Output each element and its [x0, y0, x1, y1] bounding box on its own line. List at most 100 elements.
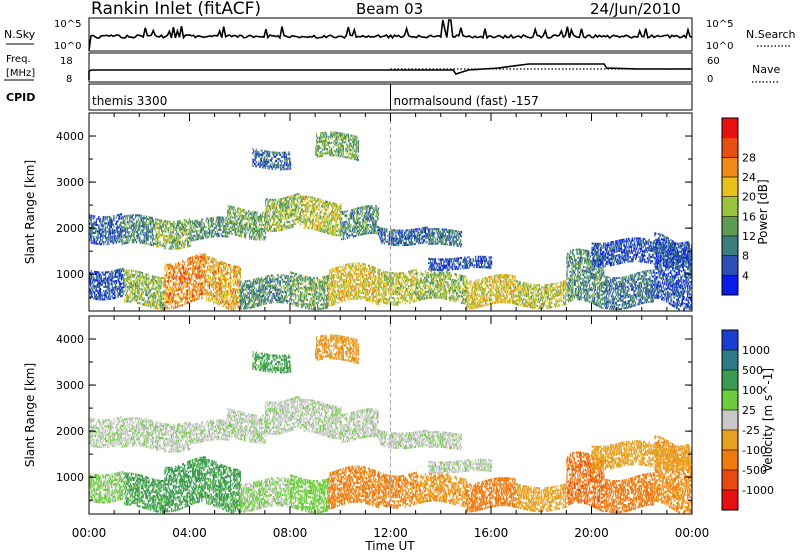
power-cell	[268, 229, 270, 232]
power-cell	[166, 269, 169, 273]
power-cell	[241, 214, 243, 217]
power-cell	[151, 285, 154, 288]
power-cell	[125, 240, 127, 243]
power-cell	[128, 273, 130, 276]
power-cell	[194, 228, 196, 231]
power-cell	[256, 150, 258, 153]
power-cell	[131, 216, 133, 219]
power-cell	[233, 212, 236, 215]
power-cell	[94, 221, 97, 224]
power-cell	[125, 292, 128, 295]
power-cell	[174, 243, 176, 246]
power-cell	[153, 306, 155, 309]
power-cell	[365, 224, 367, 227]
power-cell	[408, 229, 411, 232]
power-cell	[350, 134, 352, 137]
power-cell	[344, 137, 346, 140]
power-cell	[296, 216, 298, 219]
power-cell	[431, 230, 433, 233]
power-cell	[100, 277, 102, 280]
power-cell	[188, 230, 190, 233]
power-cell	[144, 217, 146, 220]
power-cell	[161, 234, 164, 237]
power-cell	[191, 277, 193, 280]
power-cell	[393, 229, 395, 232]
power-cell	[141, 221, 143, 224]
power-cell	[350, 149, 352, 152]
power-cell	[144, 287, 146, 290]
power-cell	[331, 227, 334, 230]
power-cell	[346, 237, 349, 240]
power-cell	[167, 288, 169, 291]
power-cell	[135, 284, 137, 287]
power-cell	[107, 277, 109, 280]
power-cell	[229, 211, 231, 214]
power-cell	[331, 216, 334, 219]
power-cell	[315, 154, 317, 157]
power-cell	[274, 168, 277, 171]
power-cell	[348, 148, 350, 151]
power-cell	[415, 236, 417, 239]
power-cell	[341, 225, 343, 228]
power-cell	[274, 200, 276, 203]
power-cell	[364, 226, 366, 229]
power-cell	[236, 231, 238, 235]
power-cell	[410, 239, 412, 242]
power-cell	[325, 229, 327, 232]
power-cell	[245, 224, 247, 227]
power-cell	[269, 213, 271, 216]
power-cell	[234, 227, 236, 230]
power-cell	[400, 233, 402, 236]
power-cell	[313, 209, 315, 212]
power-cell	[105, 232, 107, 235]
power-cell	[352, 141, 355, 144]
power-cell	[115, 241, 118, 244]
power-cell	[427, 234, 429, 237]
power-cell	[192, 270, 194, 273]
power-cell	[189, 238, 191, 241]
power-cell	[157, 231, 159, 234]
power-cell	[102, 271, 104, 274]
power-cell	[186, 281, 188, 284]
power-cell	[106, 285, 108, 288]
power-cell	[304, 222, 306, 225]
power-cell	[259, 217, 261, 220]
power-cell	[192, 272, 195, 275]
power-cell	[444, 228, 447, 231]
power-cell	[452, 235, 454, 239]
power-cell	[412, 230, 414, 233]
power-cell	[338, 134, 340, 137]
power-cell	[136, 237, 138, 240]
power-cell	[162, 281, 164, 284]
power-cell	[163, 279, 165, 282]
power-cell	[342, 237, 344, 240]
power-cell	[345, 137, 347, 140]
power-cell	[109, 223, 112, 227]
power-cell	[263, 228, 265, 231]
power-cell	[373, 211, 375, 214]
power-cell	[411, 241, 413, 244]
power-cell	[320, 229, 322, 232]
power-cell	[141, 298, 143, 302]
power-cell	[427, 228, 429, 231]
power-cell	[135, 239, 137, 242]
power-cell	[341, 149, 344, 152]
power-cell	[355, 224, 357, 227]
power-cell	[351, 151, 354, 154]
power-cell	[341, 155, 344, 158]
power-cell	[336, 142, 338, 145]
power-cell	[262, 234, 264, 237]
power-cell	[312, 207, 314, 210]
power-cell	[313, 221, 315, 224]
power-cell	[274, 151, 277, 154]
power-cell	[130, 271, 133, 274]
power-cell	[209, 225, 211, 228]
power-cell	[357, 142, 360, 145]
power-cell	[225, 225, 227, 228]
power-cell	[217, 235, 219, 238]
power-cell	[176, 283, 178, 286]
power-cell	[92, 284, 94, 288]
power-cell	[319, 140, 321, 143]
power-cell	[346, 220, 348, 223]
power-cell	[150, 231, 153, 234]
